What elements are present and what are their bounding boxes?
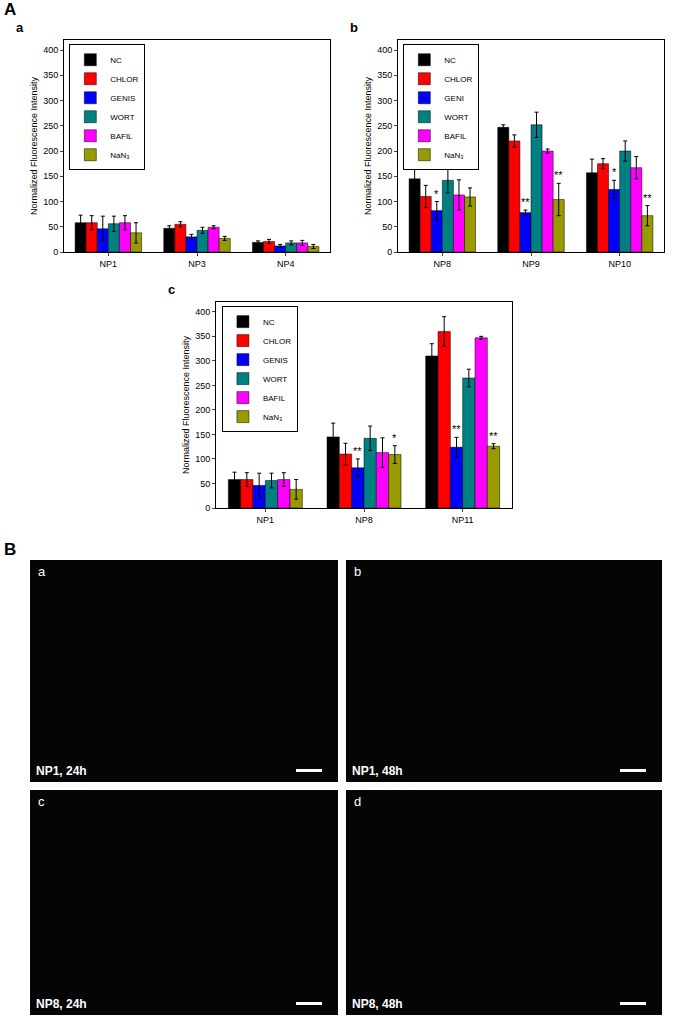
svg-text:*: * [612, 166, 617, 178]
svg-text:**: ** [554, 169, 563, 181]
svg-text:NC: NC [263, 318, 275, 327]
html-text:c: c [168, 282, 176, 297]
svg-text:200: 200 [43, 146, 58, 156]
html-text:b: b [354, 564, 362, 579]
svg-text:200: 200 [195, 405, 210, 415]
svg-text:NP3: NP3 [188, 259, 206, 269]
svg-text:NaN₃: NaN₃ [444, 151, 463, 160]
html-text:c: c [38, 794, 45, 809]
svg-text:0: 0 [53, 247, 58, 257]
svg-text:0: 0 [205, 503, 210, 513]
svg-text:WORT: WORT [110, 113, 134, 122]
svg-text:350: 350 [195, 331, 210, 341]
svg-text:50: 50 [382, 222, 392, 232]
svg-text:BAFIL: BAFIL [444, 132, 467, 141]
svg-text:CHLOR: CHLOR [263, 337, 291, 346]
svg-text:0: 0 [387, 247, 392, 257]
svg-text:NP8: NP8 [355, 515, 373, 525]
html-text:d: d [354, 794, 362, 809]
html-text:a: a [16, 20, 24, 35]
svg-text:250: 250 [377, 121, 392, 131]
svg-text:50: 50 [200, 479, 210, 489]
html-text:NP1, 48h: NP1, 48h [352, 764, 403, 778]
svg-text:400: 400 [377, 45, 392, 55]
svg-text:100: 100 [377, 197, 392, 207]
svg-text:150: 150 [195, 430, 210, 440]
svg-text:NP1: NP1 [100, 259, 118, 269]
svg-text:400: 400 [195, 307, 210, 317]
svg-text:NP9: NP9 [522, 259, 540, 269]
svg-text:**: ** [489, 430, 498, 442]
svg-text:CHLOR: CHLOR [110, 75, 138, 84]
svg-text:100: 100 [43, 197, 58, 207]
svg-text:**: ** [521, 196, 530, 208]
svg-text:CHLOR: CHLOR [444, 75, 472, 84]
svg-text:400: 400 [43, 45, 58, 55]
svg-text:**: ** [643, 192, 652, 204]
svg-text:GENIS: GENIS [263, 356, 288, 365]
svg-text:200: 200 [377, 146, 392, 156]
svg-text:100: 100 [195, 454, 210, 464]
svg-text:BAFIL: BAFIL [263, 394, 286, 403]
svg-text:Normalized Fluorescence Intens: Normalized Fluorescence Intensity [181, 335, 191, 474]
svg-text:300: 300 [195, 356, 210, 366]
html-text:B: B [4, 540, 17, 559]
svg-text:250: 250 [43, 121, 58, 131]
svg-text:GENIS: GENIS [110, 94, 135, 103]
svg-text:350: 350 [377, 70, 392, 80]
svg-text:NP11: NP11 [452, 515, 474, 525]
svg-text:*: * [434, 188, 439, 200]
svg-text:NC: NC [444, 56, 456, 65]
html-text:NP8, 24h: NP8, 24h [36, 997, 87, 1011]
html-text:NP8, 48h: NP8, 48h [352, 997, 403, 1011]
svg-text:250: 250 [195, 381, 210, 391]
svg-text:350: 350 [43, 70, 58, 80]
svg-text:*: * [392, 432, 397, 444]
html-text:a: a [38, 564, 46, 579]
svg-text:300: 300 [377, 96, 392, 106]
svg-text:**: ** [452, 423, 461, 435]
svg-text:BAFIL: BAFIL [110, 132, 133, 141]
svg-text:150: 150 [43, 171, 58, 181]
html-text:b: b [350, 20, 358, 35]
svg-text:150: 150 [377, 171, 392, 181]
svg-text:Normalized Fluorescence Intens: Normalized Fluorescence Intensity [363, 76, 373, 215]
svg-text:NaN₃: NaN₃ [110, 151, 129, 160]
svg-text:50: 50 [48, 222, 58, 232]
svg-text:WORT: WORT [444, 113, 468, 122]
svg-text:NaN₃: NaN₃ [263, 413, 282, 422]
svg-text:NP8: NP8 [434, 259, 452, 269]
svg-text:300: 300 [43, 96, 58, 106]
svg-text:Normalized Fluorescence Intens: Normalized Fluorescence Intensity [29, 76, 39, 215]
svg-text:**: ** [353, 445, 362, 457]
svg-text:NC: NC [110, 56, 122, 65]
svg-text:WORT: WORT [263, 375, 287, 384]
svg-text:NP4: NP4 [277, 259, 295, 269]
svg-text:GENI: GENI [444, 94, 464, 103]
html-text:A: A [4, 0, 17, 19]
svg-text:NP1: NP1 [257, 515, 275, 525]
svg-text:NP10: NP10 [608, 259, 631, 269]
html-text:NP1, 24h: NP1, 24h [36, 764, 87, 778]
